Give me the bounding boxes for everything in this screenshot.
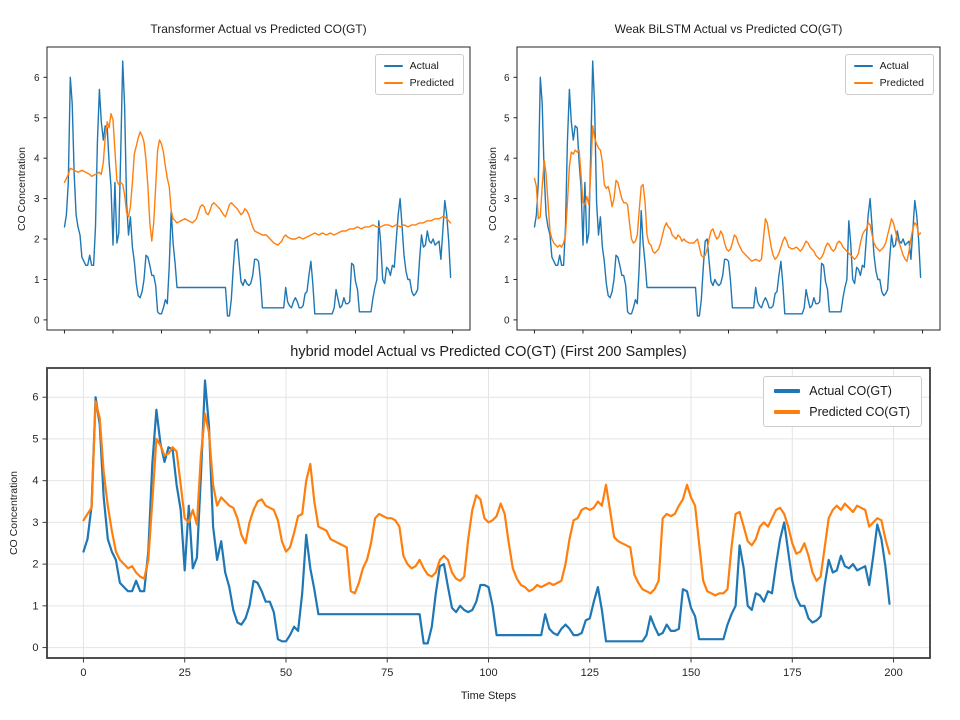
legend-item-actual: Actual CO(GT) xyxy=(774,384,910,398)
hybrid-model-chart: hybrid model Actual vs Predicted CO(GT) … xyxy=(0,340,960,720)
svg-text:4: 4 xyxy=(32,475,38,487)
actual-line-swatch xyxy=(383,64,403,68)
weak-bilstm-chart: Weak BiLSTM Actual vs Predicted CO(GT) C… xyxy=(487,16,960,346)
svg-text:175: 175 xyxy=(783,667,801,679)
svg-text:0: 0 xyxy=(80,667,86,679)
predicted-line-swatch xyxy=(853,81,873,85)
legend-label: Actual xyxy=(409,60,439,72)
chart-title: Transformer Actual vs Predicted CO(GT) xyxy=(150,22,367,36)
svg-text:5: 5 xyxy=(504,113,510,124)
svg-text:75: 75 xyxy=(381,667,393,679)
svg-text:6: 6 xyxy=(504,73,510,84)
svg-text:4: 4 xyxy=(34,154,40,165)
legend-label: Predicted xyxy=(409,77,454,89)
svg-text:2: 2 xyxy=(504,235,510,246)
svg-text:150: 150 xyxy=(682,667,700,679)
legend-label: Actual CO(GT) xyxy=(809,384,892,398)
actual-line-swatch xyxy=(774,389,801,393)
svg-text:3: 3 xyxy=(32,517,38,529)
actual-line-swatch xyxy=(853,64,873,68)
legend: Actual Predicted xyxy=(374,54,464,95)
svg-text:25: 25 xyxy=(179,667,191,679)
legend-label: Predicted CO(GT) xyxy=(809,405,910,419)
transformer-chart: Transformer Actual vs Predicted CO(GT) C… xyxy=(0,16,485,346)
svg-text:5: 5 xyxy=(32,433,38,445)
svg-text:50: 50 xyxy=(280,667,292,679)
chart-title: hybrid model Actual vs Predicted CO(GT) … xyxy=(290,344,687,360)
plot-area: 0 1 2 3 4 5 6 xyxy=(34,46,471,334)
svg-text:100: 100 xyxy=(479,667,497,679)
svg-text:2: 2 xyxy=(34,235,40,246)
x-axis-label: Time Steps xyxy=(460,690,517,702)
svg-text:125: 125 xyxy=(581,667,599,679)
svg-text:200: 200 xyxy=(884,667,902,679)
legend: Actual Predicted xyxy=(844,54,934,95)
svg-text:1: 1 xyxy=(32,600,38,612)
legend: Actual CO(GT) Predicted CO(GT) xyxy=(763,376,922,427)
legend-label: Actual xyxy=(879,60,909,72)
svg-text:1: 1 xyxy=(34,275,40,286)
svg-text:6: 6 xyxy=(32,392,38,404)
legend-item-actual: Actual xyxy=(853,60,924,72)
svg-text:2: 2 xyxy=(32,559,38,571)
svg-text:0: 0 xyxy=(32,642,38,654)
legend-item-actual: Actual xyxy=(383,60,454,72)
legend-item-predicted: Predicted xyxy=(853,77,924,89)
legend-item-predicted: Predicted xyxy=(383,77,454,89)
svg-text:3: 3 xyxy=(504,194,510,205)
legend-item-predicted: Predicted CO(GT) xyxy=(774,405,910,419)
svg-text:5: 5 xyxy=(34,113,40,124)
svg-text:1: 1 xyxy=(504,275,510,286)
svg-text:3: 3 xyxy=(34,194,40,205)
predicted-line-swatch xyxy=(774,410,801,414)
legend-label: Predicted xyxy=(879,77,924,89)
svg-text:6: 6 xyxy=(34,73,40,84)
svg-text:0: 0 xyxy=(504,315,510,326)
svg-text:4: 4 xyxy=(504,154,510,165)
plot-area: 0 1 2 3 4 5 6 xyxy=(504,46,941,334)
chart-title: Weak BiLSTM Actual vs Predicted CO(GT) xyxy=(614,22,843,36)
predicted-line-swatch xyxy=(383,81,403,85)
svg-text:0: 0 xyxy=(34,315,40,326)
